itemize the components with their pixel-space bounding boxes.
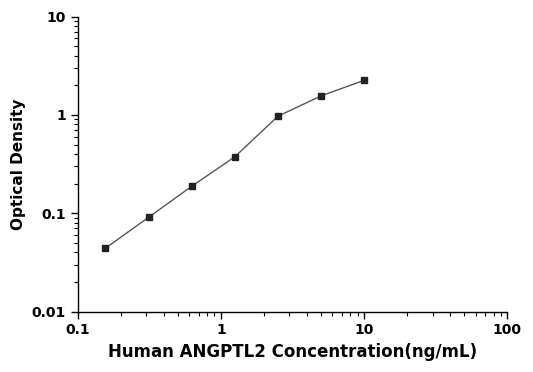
X-axis label: Human ANGPTL2 Concentration(ng/mL): Human ANGPTL2 Concentration(ng/mL): [108, 343, 477, 361]
Y-axis label: Optical Density: Optical Density: [11, 98, 26, 230]
